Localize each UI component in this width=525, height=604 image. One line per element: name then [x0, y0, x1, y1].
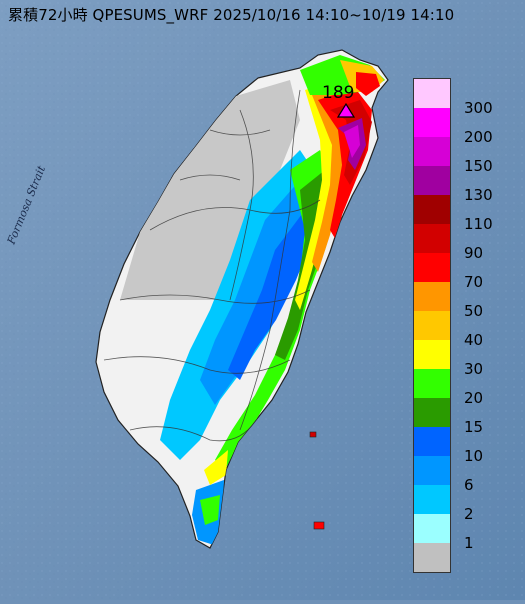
legend-label: 15 — [464, 418, 484, 436]
triangle-marker-icon — [336, 102, 356, 118]
legend-swatch — [414, 514, 450, 543]
legend-swatch — [414, 108, 450, 137]
color-legend — [413, 78, 451, 573]
legend-label: 50 — [464, 302, 484, 320]
legend-swatch — [414, 340, 450, 369]
max-value-label: 189 — [322, 83, 355, 103]
legend-label: 40 — [464, 331, 484, 349]
legend-swatch — [414, 485, 450, 514]
legend-swatch — [414, 543, 450, 572]
legend-swatch — [414, 369, 450, 398]
legend-label: 1 — [464, 534, 474, 552]
legend-label: 300 — [464, 99, 493, 117]
legend-label: 20 — [464, 389, 484, 407]
rainfall-overlay — [120, 55, 385, 545]
legend-label: 110 — [464, 215, 493, 233]
legend-label: 90 — [464, 244, 484, 262]
legend-swatch — [414, 456, 450, 485]
legend-swatch — [414, 137, 450, 166]
legend-swatch — [414, 253, 450, 282]
legend-label: 10 — [464, 447, 484, 465]
legend-label: 150 — [464, 157, 493, 175]
legend-label: 6 — [464, 476, 474, 494]
legend-swatch — [414, 224, 450, 253]
legend-label: 2 — [464, 505, 474, 523]
legend-swatch — [414, 282, 450, 311]
boundary-lines — [103, 89, 321, 442]
legend-swatch — [414, 79, 450, 108]
legend-label: 70 — [464, 273, 484, 291]
legend-swatch — [414, 195, 450, 224]
legend-swatch — [414, 427, 450, 456]
orchid-island — [313, 521, 325, 530]
legend-swatch — [414, 398, 450, 427]
legend-swatch — [414, 166, 450, 195]
legend-swatch — [414, 311, 450, 340]
legend-label: 200 — [464, 128, 493, 146]
legend-label: 30 — [464, 360, 484, 378]
map-title: 累積72小時 QPESUMS_WRF 2025/10/16 14:10~10/1… — [8, 6, 455, 24]
green-island — [309, 431, 317, 438]
legend-label: 130 — [464, 186, 493, 204]
